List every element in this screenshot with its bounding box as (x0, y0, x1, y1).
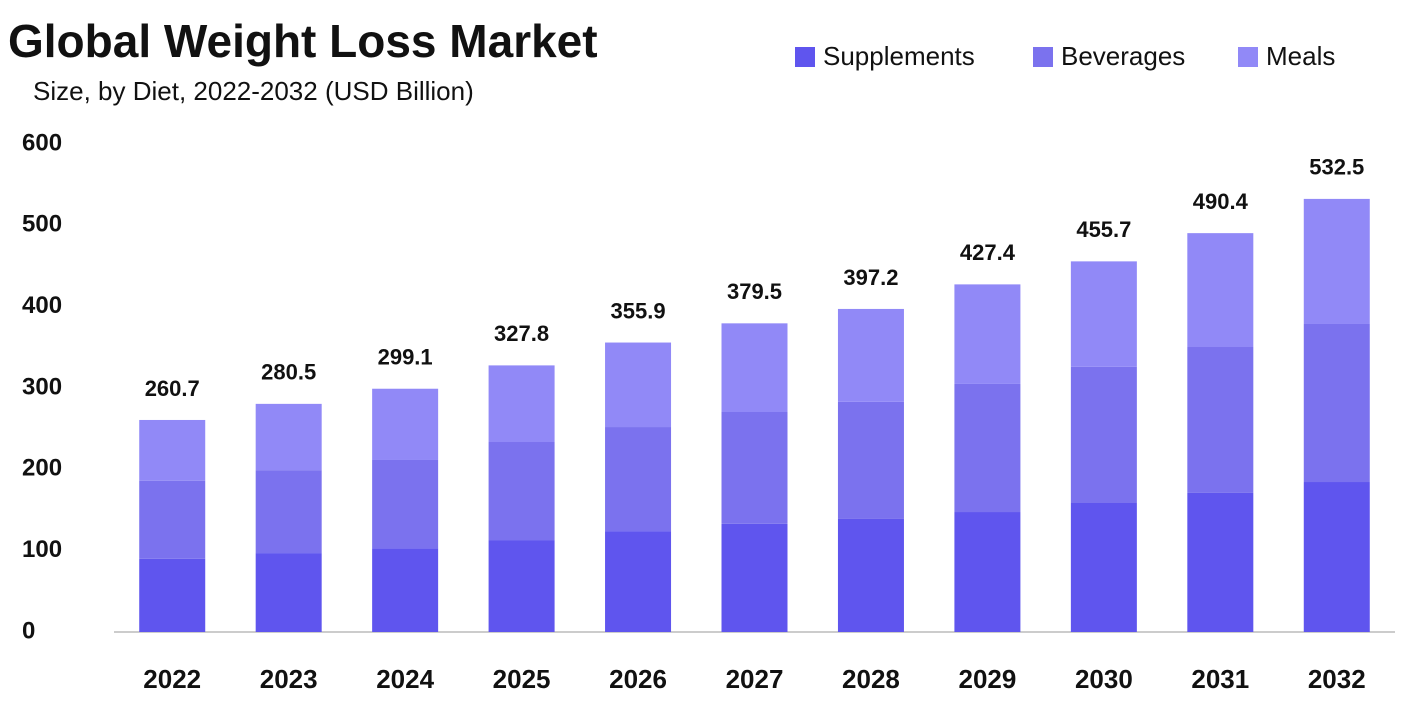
bar-segment (255, 470, 322, 554)
legend-swatch (1238, 47, 1258, 67)
chart-subtitle: Size, by Diet, 2022-2032 (USD Billion) (33, 76, 474, 106)
x-tick-label: 2025 (493, 664, 551, 694)
bar-segment (721, 523, 788, 632)
legend-label: Meals (1266, 41, 1335, 71)
bar-segment (1187, 492, 1254, 632)
bar-segment (721, 323, 788, 412)
bar-segment (1070, 261, 1137, 367)
y-tick-label: 100 (22, 536, 62, 563)
total-label: 455.7 (1076, 217, 1131, 242)
bar-segment (139, 558, 206, 632)
bar-segment (721, 411, 788, 524)
legend-label: Supplements (823, 41, 975, 71)
bar-segment (1187, 233, 1254, 348)
total-label: 379.5 (727, 279, 782, 304)
x-tick-label: 2029 (958, 664, 1016, 694)
total-label: 532.5 (1309, 155, 1364, 180)
bar-segment (837, 308, 904, 402)
bar-segment (837, 401, 904, 519)
x-tick-label: 2026 (609, 664, 667, 694)
bar-segment (372, 388, 439, 460)
total-label: 299.1 (378, 345, 433, 370)
total-label: 490.4 (1193, 189, 1249, 214)
bar-segment (954, 512, 1021, 632)
bar-segment (255, 403, 322, 471)
total-label: 427.4 (960, 240, 1016, 265)
bar-segment (1070, 366, 1137, 504)
bar-segment (1303, 482, 1370, 632)
bar-segment (1070, 503, 1137, 632)
bar-segment (954, 383, 1021, 513)
y-tick-label: 400 (22, 292, 62, 319)
bar-segment (255, 553, 322, 632)
bar-segment (488, 442, 555, 541)
x-tick-label: 2030 (1075, 664, 1133, 694)
bar-segment (1303, 323, 1370, 483)
x-tick-label: 2028 (842, 664, 900, 694)
total-label: 260.7 (145, 376, 200, 401)
x-tick-label: 2031 (1191, 664, 1249, 694)
bar-segment (139, 419, 206, 481)
bar-segment (372, 548, 439, 632)
total-label: 280.5 (261, 360, 316, 385)
bar-segment (488, 365, 555, 443)
y-tick-label: 0 (22, 617, 35, 644)
bar-segment (372, 459, 439, 549)
bar-segment (605, 342, 672, 428)
bar-segment (605, 427, 672, 532)
total-label: 397.2 (843, 265, 898, 290)
legend-swatch (795, 47, 815, 67)
bar-segment (837, 518, 904, 632)
x-tick-label: 2024 (376, 664, 434, 694)
x-tick-label: 2022 (143, 664, 201, 694)
bar-segment (605, 531, 672, 632)
y-tick-label: 600 (22, 129, 62, 156)
chart-title: Global Weight Loss Market (8, 15, 598, 67)
bar-segment (139, 480, 206, 559)
x-tick-label: 2032 (1308, 664, 1366, 694)
bar-segment (1303, 198, 1370, 324)
y-tick-label: 300 (22, 373, 62, 400)
bar-segment (954, 284, 1021, 384)
x-tick-label: 2023 (260, 664, 318, 694)
legend-label: Beverages (1061, 41, 1185, 71)
bar-segment (488, 540, 555, 632)
x-tick-label: 2027 (726, 664, 784, 694)
y-tick-label: 500 (22, 211, 62, 238)
legend-swatch (1033, 47, 1053, 67)
total-label: 327.8 (494, 321, 549, 346)
total-label: 355.9 (611, 298, 666, 323)
y-tick-label: 200 (22, 455, 62, 482)
bar-segment (1187, 347, 1254, 493)
